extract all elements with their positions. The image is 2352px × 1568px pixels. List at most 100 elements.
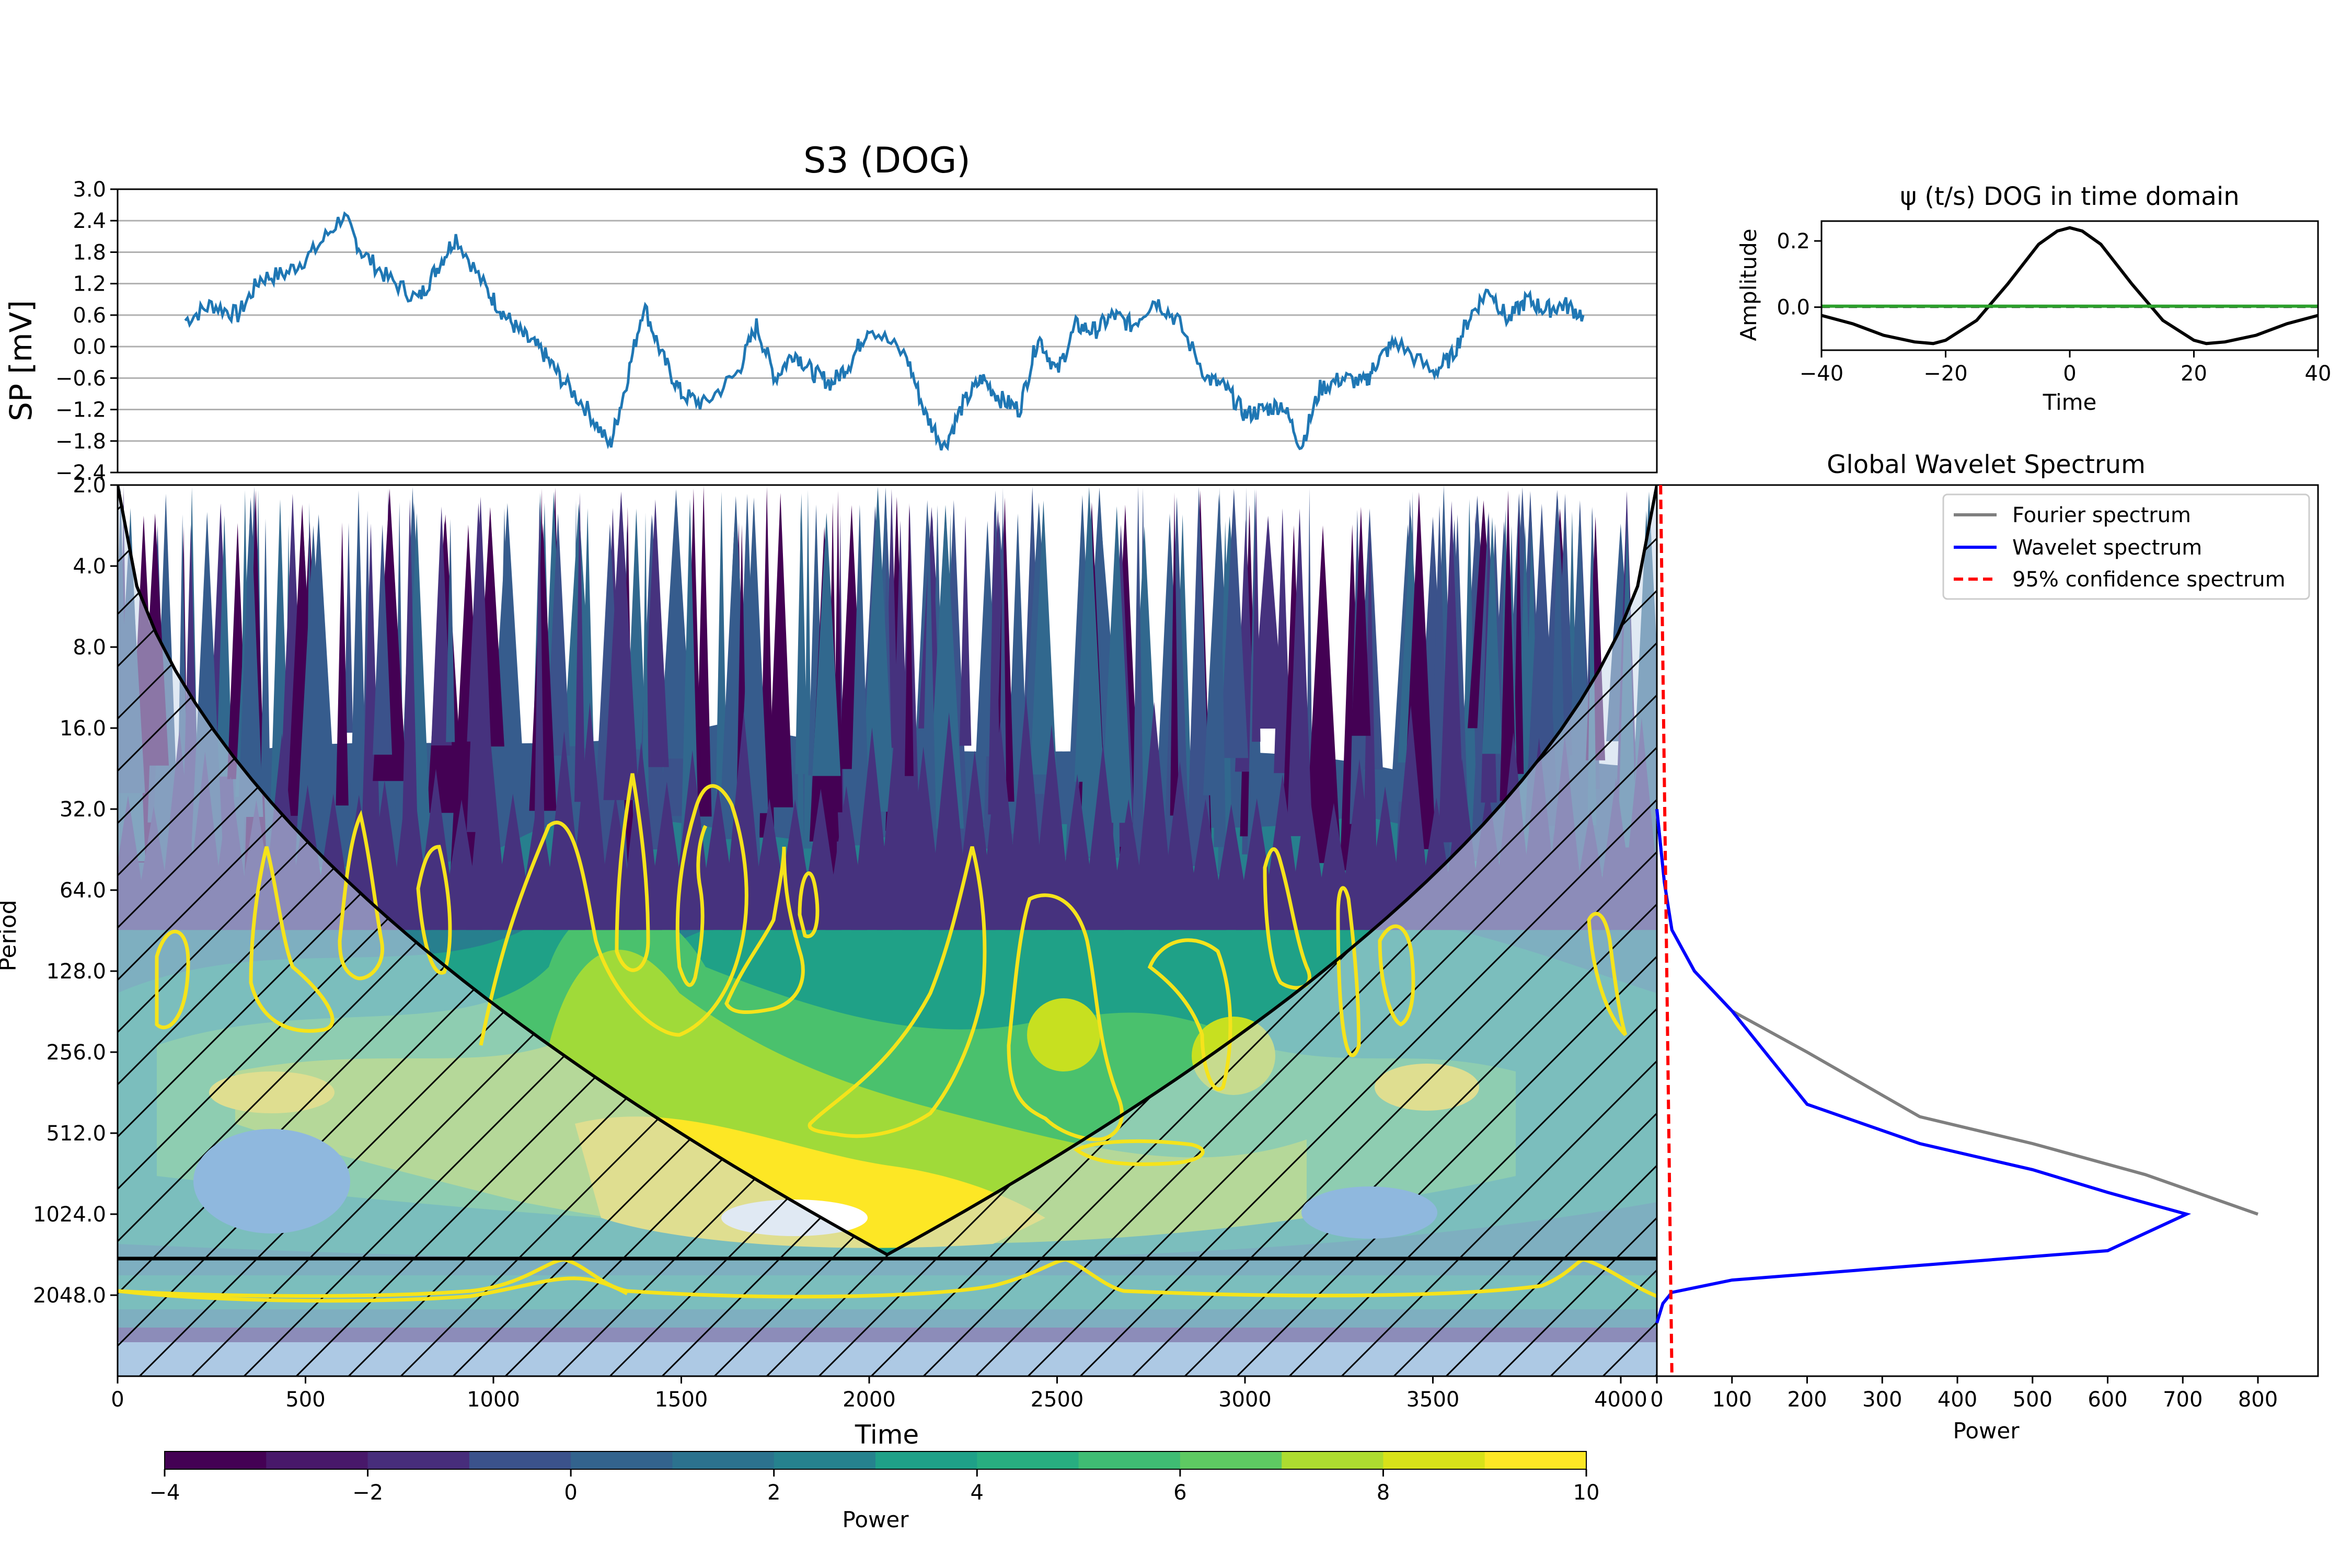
scalogram-ytick-label: 4.0 bbox=[73, 555, 106, 579]
wavelet-xtick-label: −20 bbox=[1923, 362, 1967, 386]
signal-ytick-label: −0.6 bbox=[55, 366, 106, 390]
signal-ytick-label: 2.4 bbox=[73, 209, 106, 233]
signal-grid bbox=[118, 188, 1657, 474]
signal-ytick-label: −2.4 bbox=[55, 461, 106, 485]
purple-spike bbox=[768, 493, 793, 808]
purple-spike bbox=[344, 523, 353, 733]
purple-spike bbox=[1170, 492, 1179, 816]
colorbar-tick-label: 10 bbox=[1573, 1481, 1600, 1505]
gws-legend: Fourier spectrum Wavelet spectrum 95% co… bbox=[1942, 493, 2310, 600]
colorbar-ticks: −4 −2 0 2 4 6 8 10 bbox=[149, 1469, 1600, 1505]
signal-panel: S3 (DOG) SP [mV] 3.0 2.4 1.8 1.2 0.6 0.0 −0.6 −… bbox=[3, 140, 1658, 485]
purple-spike bbox=[603, 491, 639, 800]
purple-spike bbox=[361, 523, 381, 870]
gws-title: Global Wavelet Spectrum bbox=[1827, 450, 2146, 479]
gws-xtick-label: 800 bbox=[2238, 1388, 2278, 1412]
gws-xtick-label: 300 bbox=[1862, 1388, 1902, 1412]
signal-ytick-label: −1.2 bbox=[55, 398, 106, 422]
purple-spike bbox=[1363, 526, 1377, 874]
colorbar-frame bbox=[164, 1451, 1587, 1470]
legend-wavelet: Wavelet spectrum bbox=[2012, 536, 2202, 560]
purple-spike bbox=[1132, 486, 1145, 874]
wavelet-ticks: −40 −20 0 20 40 0.2 0.0 bbox=[1777, 229, 2331, 386]
colorbar-cell bbox=[774, 1451, 876, 1469]
purple-spike bbox=[1513, 509, 1524, 774]
power-peak-mid bbox=[1027, 998, 1100, 1071]
purple-spike bbox=[534, 502, 545, 848]
gws-xlabel: Power bbox=[1953, 1418, 2020, 1444]
scalogram-ticks: 0 500 1000 1500 2000 2500 3000 3500 4000 2.0 4.0 8.… bbox=[33, 474, 1647, 1412]
scalogram-xtick-label: 500 bbox=[285, 1388, 325, 1412]
purple-spike bbox=[959, 516, 972, 746]
purple-spike bbox=[466, 705, 509, 930]
colorbar-label: Power bbox=[843, 1507, 909, 1532]
purple-spike bbox=[1101, 506, 1133, 823]
scalogram-xtick-label: 4000 bbox=[1594, 1388, 1647, 1412]
purple-spike bbox=[260, 518, 271, 795]
purple-spike bbox=[446, 519, 455, 742]
scalogram-ytick-label: 2.0 bbox=[73, 474, 106, 498]
purple-spike bbox=[1082, 744, 1124, 930]
colorbar-cell bbox=[1180, 1451, 1282, 1469]
purple-spike bbox=[351, 490, 366, 788]
colorbar-cell bbox=[469, 1451, 571, 1469]
colorbar-cell bbox=[266, 1451, 368, 1469]
purple-spike bbox=[739, 497, 769, 813]
purple-spike bbox=[927, 504, 964, 829]
colorbar-cell bbox=[1383, 1451, 1485, 1469]
legend-confidence: 95% confidence spectrum bbox=[2012, 568, 2286, 592]
scalogram-ytick-label: 512.0 bbox=[46, 1122, 106, 1146]
signal-ytick-label: 0.0 bbox=[73, 335, 106, 359]
scalogram-xtick-label: 1500 bbox=[655, 1388, 708, 1412]
colorbar-tick-label: 8 bbox=[1377, 1481, 1390, 1505]
purple-spike bbox=[431, 506, 452, 746]
signal-title: S3 (DOG) bbox=[803, 140, 971, 181]
colorbar-cells bbox=[165, 1451, 1587, 1469]
signal-ytick-label: 3.0 bbox=[73, 178, 106, 202]
signal-axes-frame bbox=[117, 188, 1658, 474]
signal-ytick-label: −1.8 bbox=[55, 430, 106, 454]
wavelet-ylabel: Amplitude bbox=[1736, 228, 1761, 341]
purple-spike bbox=[671, 750, 713, 930]
colorbar-cell bbox=[367, 1451, 470, 1469]
scalogram-ytick-label: 8.0 bbox=[73, 636, 106, 660]
wavelet-panel: ψ (t/s) DOG in time domain Amplitude Tim… bbox=[1736, 182, 2331, 415]
purple-spike bbox=[1252, 489, 1261, 742]
signal-ylabel: SP [mV] bbox=[3, 300, 39, 421]
purple-spike bbox=[238, 497, 263, 817]
purple-spike bbox=[569, 702, 611, 930]
wavelet-ytick-label: 0.0 bbox=[1777, 296, 1810, 320]
purple-spike bbox=[1031, 724, 1073, 930]
purple-spike bbox=[893, 520, 908, 760]
purple-spike bbox=[877, 700, 919, 930]
colorbar: −4 −2 0 2 4 6 8 10 Power bbox=[149, 1451, 1600, 1532]
scalogram-xtick-label: 3000 bbox=[1218, 1388, 1272, 1412]
purple-spike bbox=[574, 492, 585, 802]
purple-spikes bbox=[118, 485, 1657, 930]
purple-spike bbox=[723, 711, 765, 930]
wavelet-xlabel: Time bbox=[2043, 389, 2097, 415]
scalogram-xtick-label: 3500 bbox=[1406, 1388, 1460, 1412]
signal-series-line bbox=[184, 211, 1585, 451]
purple-spike bbox=[1482, 517, 1503, 754]
purple-spike bbox=[1080, 507, 1103, 857]
purple-spike bbox=[860, 487, 895, 812]
gws-ticks: 0 100 200 300 400 500 600 700 800 bbox=[1650, 1376, 2278, 1412]
gws-xtick-label: 600 bbox=[2088, 1388, 2127, 1412]
signal-ytick-label: 0.6 bbox=[73, 304, 106, 328]
low-power-right bbox=[1301, 1186, 1437, 1239]
purple-spike bbox=[716, 491, 728, 803]
scalogram-panel: 0 500 1000 1500 2000 2500 3000 3500 4000 2.0 4.0 8.… bbox=[0, 474, 1658, 1450]
wavelet-axes-frame bbox=[1820, 220, 2319, 351]
gws-panel: Global Wavelet Spectrum 0 100 200 300 400 500… bbox=[1650, 450, 2319, 1444]
purple-spike bbox=[795, 493, 808, 774]
gws-xtick-label: 100 bbox=[1712, 1388, 1752, 1412]
purple-spike bbox=[295, 525, 332, 867]
scalogram-ylabel: Period bbox=[0, 900, 21, 971]
scalogram-image bbox=[118, 485, 1657, 1376]
purple-spike bbox=[1339, 759, 1380, 930]
scalogram-ytick-label: 2048.0 bbox=[33, 1284, 106, 1308]
colorbar-tick-label: 2 bbox=[767, 1481, 780, 1505]
colorbar-tick-label: 6 bbox=[1173, 1481, 1186, 1505]
scalogram-xtick-label: 0 bbox=[111, 1388, 124, 1412]
